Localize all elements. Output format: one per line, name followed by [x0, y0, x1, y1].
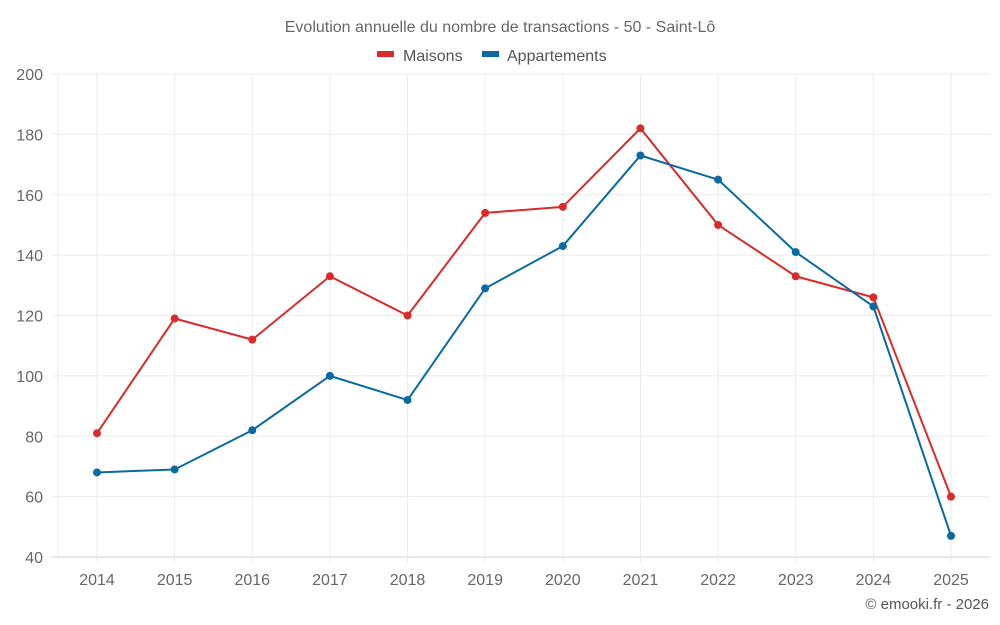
x-tick-label: 2016 — [234, 572, 270, 589]
y-tick-label: 140 — [16, 248, 43, 265]
y-axis: 40 60 80 100 120 140 160 180 200 — [16, 67, 43, 567]
data-point-maisons-2021[interactable] — [636, 124, 645, 133]
legend-swatch — [482, 51, 499, 57]
y-tick-label: 60 — [25, 490, 43, 507]
legend-swatch — [377, 51, 394, 57]
legend-item-appartements[interactable]: Appartements — [482, 48, 607, 65]
x-tick-label: 2022 — [700, 572, 736, 589]
series-maisons — [93, 124, 955, 501]
data-point-appartements-2019[interactable] — [481, 284, 490, 293]
x-tick-label: 2024 — [856, 572, 892, 589]
x-tick-label: 2023 — [778, 572, 814, 589]
data-point-appartements-2017[interactable] — [325, 371, 334, 380]
y-tick-label: 200 — [16, 67, 43, 84]
x-tick-label: 2014 — [79, 572, 115, 589]
legend-item-maisons[interactable]: Maisons — [377, 48, 463, 65]
data-point-maisons-2018[interactable] — [403, 311, 412, 320]
data-point-appartements-2020[interactable] — [558, 242, 567, 251]
data-point-appartements-2014[interactable] — [93, 468, 101, 477]
series-line-appartements — [96, 154, 952, 537]
series-appartements — [93, 151, 955, 540]
x-tick-label: 2017 — [312, 572, 348, 589]
x-tick-label: 2019 — [467, 572, 503, 589]
data-point-maisons-2023[interactable] — [791, 272, 800, 281]
series-layer — [93, 124, 955, 540]
data-point-maisons-2022[interactable] — [714, 220, 723, 229]
data-point-appartements-2025[interactable] — [947, 531, 955, 540]
data-point-appartements-2021[interactable] — [636, 151, 645, 160]
data-point-appartements-2023[interactable] — [791, 248, 800, 257]
y-tick-label: 160 — [16, 188, 43, 205]
data-point-appartements-2015[interactable] — [170, 465, 179, 474]
x-tick-label: 2015 — [157, 572, 193, 589]
data-point-maisons-2020[interactable] — [558, 202, 567, 211]
data-point-appartements-2024[interactable] — [869, 302, 878, 311]
credit-text: © emooki.fr - 2026 — [865, 596, 989, 613]
y-tick-label: 40 — [25, 550, 43, 567]
x-tick-label: 2020 — [545, 572, 581, 589]
data-point-maisons-2014[interactable] — [93, 429, 101, 438]
data-point-appartements-2016[interactable] — [248, 426, 257, 435]
y-tick-label: 100 — [16, 369, 43, 386]
y-tick-label: 180 — [16, 127, 43, 144]
y-tick-label: 120 — [16, 309, 43, 326]
data-point-appartements-2022[interactable] — [714, 175, 723, 184]
series-line-maisons — [96, 127, 952, 497]
x-axis: 2014 2015 2016 2017 2018 2019 2020 2021 2022 2023… — [79, 572, 969, 589]
chart-title: Evolution annuelle du nombre de transact… — [285, 19, 716, 36]
data-point-maisons-2025[interactable] — [947, 492, 955, 501]
y-tick-label: 80 — [25, 429, 43, 446]
legend: Maisons Appartements — [377, 48, 607, 65]
data-point-maisons-2019[interactable] — [481, 208, 490, 217]
x-tick-label: 2021 — [623, 572, 659, 589]
x-tick-label: 2025 — [933, 572, 969, 589]
data-point-maisons-2024[interactable] — [869, 293, 878, 302]
legend-label: Maisons — [403, 48, 463, 65]
x-tick-label: 2018 — [390, 572, 426, 589]
data-point-maisons-2015[interactable] — [170, 314, 179, 323]
data-point-maisons-2016[interactable] — [248, 335, 257, 344]
legend-label: Appartements — [507, 48, 607, 65]
data-point-maisons-2017[interactable] — [325, 272, 334, 281]
data-point-appartements-2018[interactable] — [403, 396, 412, 405]
grid — [52, 73, 990, 563]
